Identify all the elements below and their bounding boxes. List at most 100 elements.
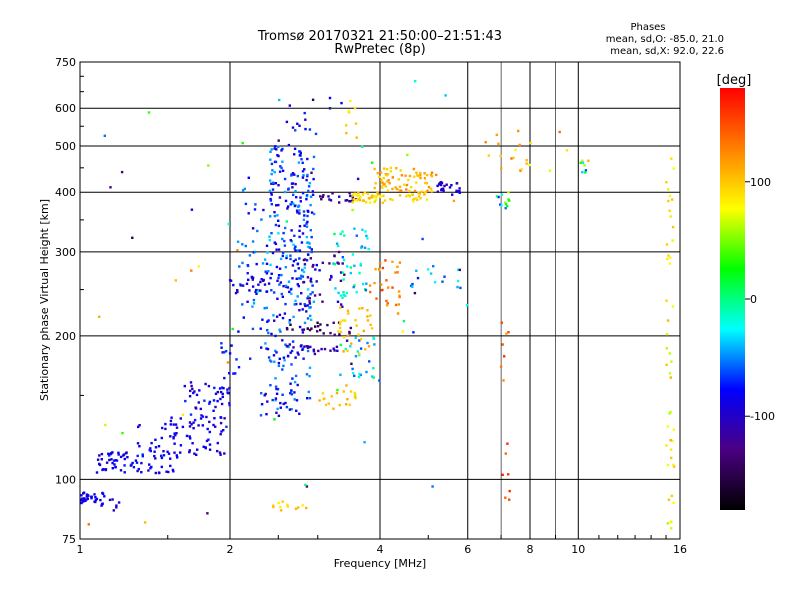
echo-point [414,197,418,200]
echo-point [311,291,314,294]
echo-point [391,260,394,263]
echo-point [338,403,341,407]
echo-point [85,498,88,501]
echo-point [289,203,292,206]
x-tick-label: 4 [377,543,384,556]
echo-point [288,319,292,322]
echo-point [528,163,531,167]
echo-point [123,471,126,474]
echo-point [342,291,345,294]
echo-point [301,308,304,311]
echo-point [189,413,193,416]
echo-point [292,346,295,349]
echo-point [261,262,265,265]
echo-point [114,459,117,462]
echo-point [365,370,368,374]
echo-point [495,195,499,198]
echo-point [358,353,361,357]
echo-point [206,427,209,431]
echo-point [249,357,252,360]
echo-point [291,172,295,175]
echo-point [668,352,671,355]
echo-point [301,331,305,334]
echo-point [400,189,403,192]
echo-point [503,355,506,358]
echo-point [346,398,349,401]
echo-point [131,461,134,465]
echo-point [312,177,315,181]
echo-point [394,271,397,274]
echo-point [251,278,254,281]
echo-point [271,169,274,172]
echo-point [305,235,308,239]
echo-point [303,214,306,217]
echo-point [277,219,280,222]
echo-point [273,241,276,244]
echo-point [353,391,356,395]
echo-point [329,331,332,335]
echo-point [208,402,211,405]
echo-point [272,504,275,507]
echo-point [368,197,371,200]
echo-point [342,390,345,393]
echo-point [372,367,375,370]
echo-point [378,175,381,178]
x-axis-ticks: 1 2 4 6 8 10 16 [77,535,687,556]
echo-point [316,330,319,333]
echo-point [82,500,85,503]
echo-point [90,497,93,500]
echo-point [290,292,293,295]
echo-point [321,261,324,264]
echo-point [214,392,218,395]
echo-point [512,156,515,160]
echo-point [358,352,361,355]
echo-point [670,456,673,460]
echo-point [287,143,291,147]
echo-point [188,449,191,452]
echo-point [271,398,274,402]
echo-point [260,403,264,406]
echo-point [344,199,347,202]
echo-point [164,422,167,426]
echo-point [289,392,292,395]
echo-point [302,357,305,360]
echo-point [351,371,355,375]
echo-point [338,195,341,198]
echo-point [295,399,299,402]
echo-point [322,332,325,335]
echo-point [416,198,419,201]
echo-point [299,302,302,306]
echo-point [228,403,231,407]
echo-point [272,314,275,317]
echo-point [274,349,277,352]
echo-point [339,306,342,309]
echo-point [111,461,114,465]
echo-point [385,299,388,303]
echo-point [504,452,507,455]
echo-point [366,341,369,345]
echo-point [427,185,431,189]
echo-point [169,464,172,468]
echo-point [157,445,161,448]
echo-point [269,199,273,202]
echo-point [314,132,318,136]
echo-point [442,189,445,193]
echo-point [324,403,328,407]
echo-point [284,401,287,405]
echo-point [188,425,192,428]
echo-point [169,423,172,426]
echo-point [665,363,668,366]
echo-point [301,269,304,272]
echo-point [270,182,273,185]
echo-point [270,289,273,292]
echo-point [274,242,278,246]
echo-point [346,309,350,312]
echo-point [333,349,336,352]
echo-point [455,182,459,185]
echo-point [416,276,420,280]
echo-point [90,495,93,498]
echo-point [351,367,354,371]
echo-point [286,505,290,508]
echo-point [104,423,107,427]
echo-point [206,512,209,515]
